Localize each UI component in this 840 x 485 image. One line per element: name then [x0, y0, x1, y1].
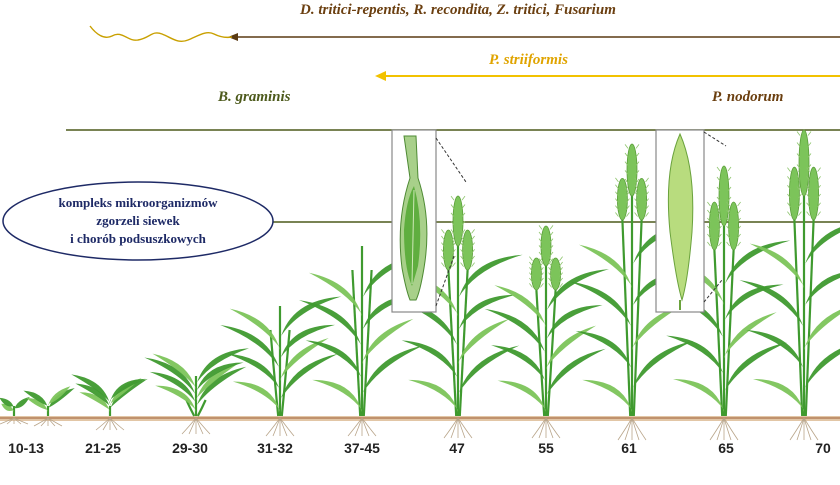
wheat-plant	[0, 397, 30, 425]
stage-label: 61	[621, 440, 637, 456]
inset-ear-icon	[667, 132, 694, 310]
stage-label: 29-30	[172, 440, 208, 456]
wheat-plant	[220, 296, 342, 437]
pathogen-label-bgraminis: B. graminis	[218, 89, 291, 105]
brown-arrow-head	[228, 33, 238, 41]
pathogen-label-nodorum: P. nodorum	[712, 89, 784, 105]
complex-ellipse	[2, 181, 274, 261]
inset-pointer-left	[435, 137, 467, 183]
stage-label: 37-45	[344, 440, 380, 456]
stage-label: 10-13	[8, 440, 44, 456]
inset-pointer-right	[703, 131, 727, 147]
wheat-plant	[739, 129, 840, 441]
complex-label-line3: i chorób podsuszkowych	[70, 231, 206, 246]
stage-label: 47	[449, 440, 465, 456]
complex-label-line2: zgorzeli siewek	[96, 213, 180, 228]
stage-label: 55	[538, 440, 554, 456]
stage-label: 65	[718, 440, 734, 456]
stage-label: 31-32	[257, 440, 293, 456]
plants-group	[0, 129, 840, 441]
complex-label-line1: kompleks mikroorganizmów	[58, 195, 218, 210]
wheat-plant	[484, 225, 609, 439]
stage-label: 21-25	[85, 440, 121, 456]
complex-label: kompleks mikroorganizmów zgorzeli siewek…	[2, 182, 274, 260]
stage-label: 70	[815, 440, 831, 456]
wheat-plant	[144, 348, 250, 435]
wheat-plant	[71, 374, 148, 431]
yellow-arrow-head	[375, 71, 386, 81]
pathogen-label-dtritici: D. tritici-repentis, R. recondita, Z. tr…	[300, 2, 616, 18]
wheat-plant	[23, 386, 75, 427]
inset-pointer-left-2	[435, 255, 455, 307]
squiggle-line	[89, 25, 233, 43]
pathogen-label-striiformis: P. striiformis	[489, 52, 568, 68]
wheat-plant	[395, 195, 523, 439]
inset-sheath-icon	[399, 135, 428, 301]
